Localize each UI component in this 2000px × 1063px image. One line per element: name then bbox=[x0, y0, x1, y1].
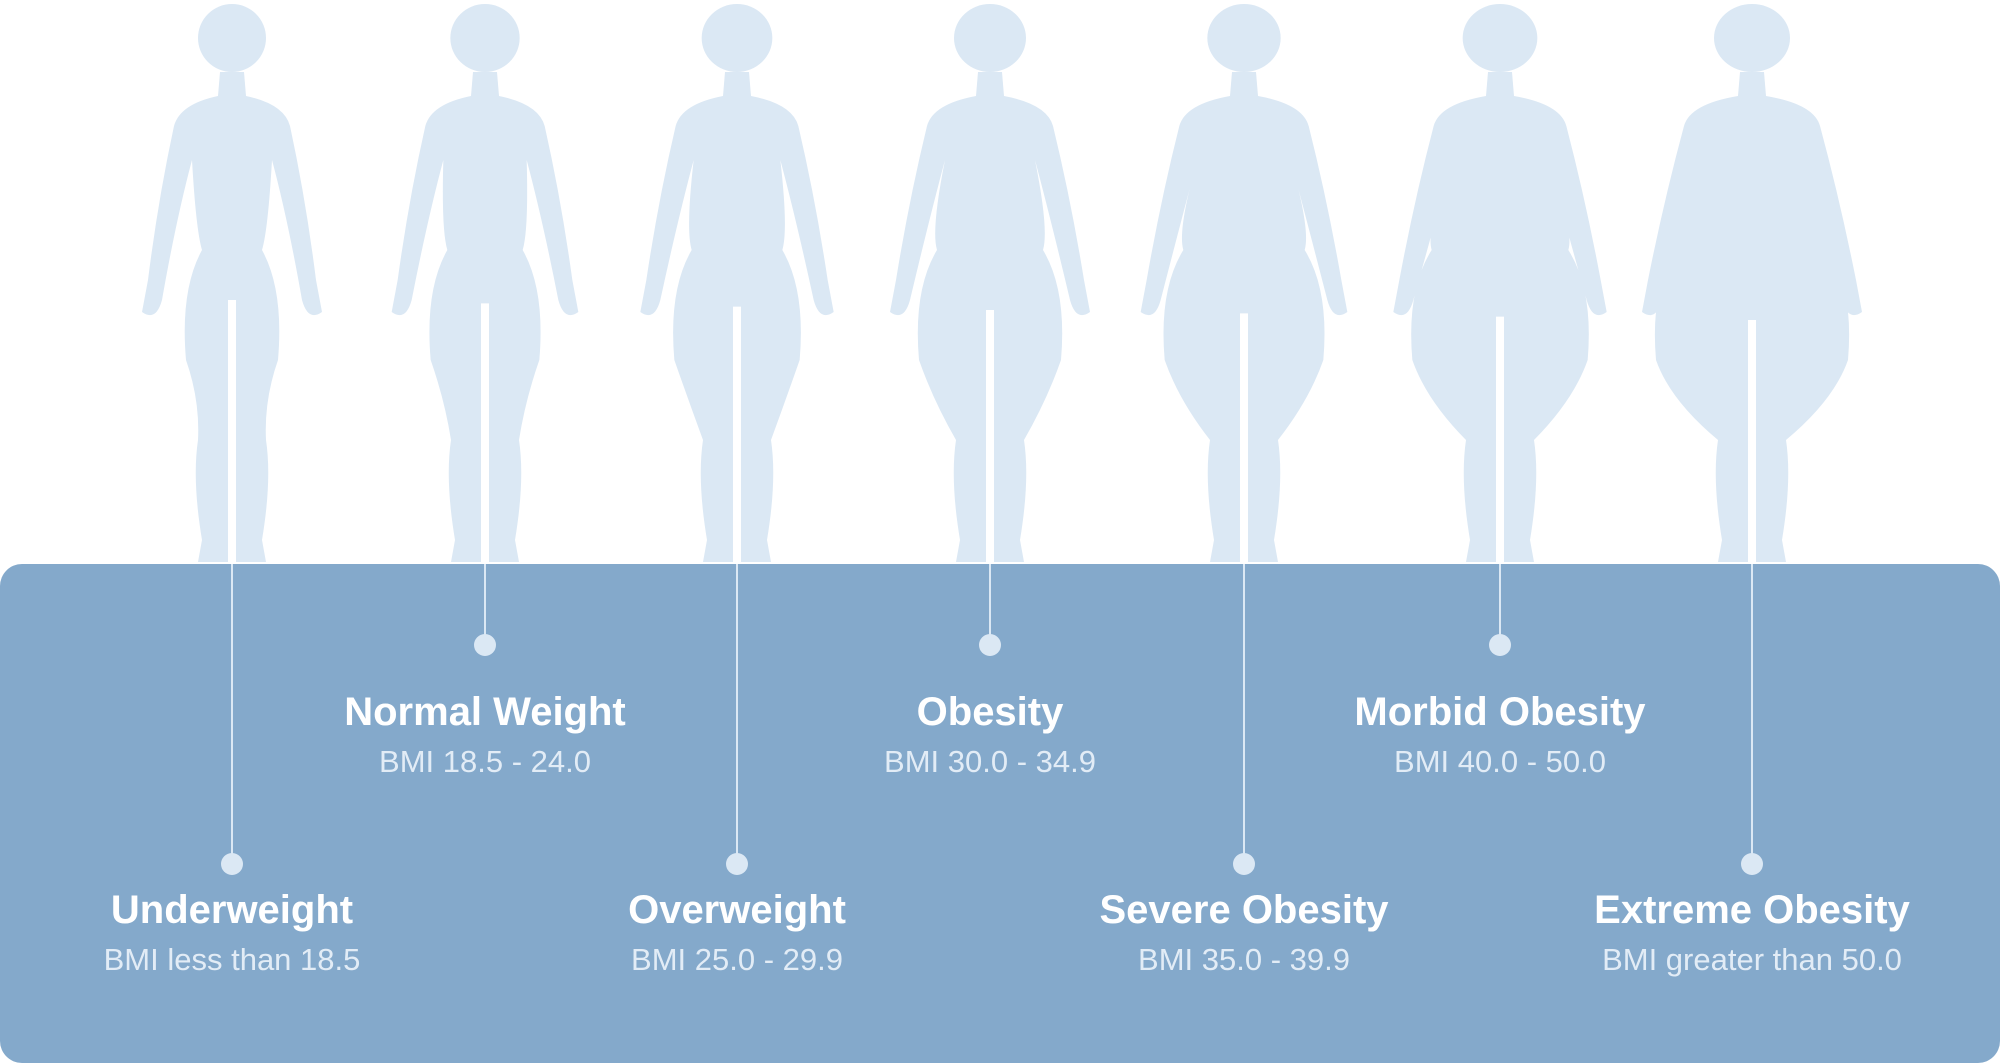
bmi-category-panel: Underweight BMI less than 18.5 Normal Weig… bbox=[0, 564, 2000, 1063]
connector-line bbox=[1499, 564, 1501, 645]
silhouette-head bbox=[701, 4, 773, 72]
category-bmi-range: BMI greater than 50.0 bbox=[1602, 942, 1902, 977]
category-title: Obesity bbox=[916, 690, 1064, 734]
category-label-extreme-obesity: Extreme Obesity BMI greater than 50.0 bbox=[1542, 886, 1962, 980]
connector-dot bbox=[1741, 853, 1763, 875]
silhouette-head bbox=[1714, 4, 1790, 72]
connector-line bbox=[1243, 564, 1245, 864]
silhouette-body bbox=[640, 72, 834, 562]
connector-dot bbox=[221, 853, 243, 875]
body-silhouette-underweight bbox=[142, 4, 322, 562]
category-bmi-range: BMI 30.0 - 34.9 bbox=[884, 744, 1096, 779]
silhouette-body bbox=[142, 72, 322, 562]
body-silhouette-overweight bbox=[640, 4, 834, 562]
connector-dot bbox=[1233, 853, 1255, 875]
connector-line bbox=[736, 564, 738, 864]
connector-line bbox=[1751, 564, 1753, 864]
silhouette-head bbox=[198, 4, 266, 72]
connector-dot bbox=[474, 634, 496, 656]
silhouette-body bbox=[1642, 72, 1862, 562]
category-label-severe-obesity: Severe Obesity BMI 35.0 - 39.9 bbox=[1034, 886, 1454, 980]
connector-line bbox=[484, 564, 486, 645]
body-silhouette-normal-weight bbox=[391, 4, 579, 562]
silhouette-body bbox=[1393, 72, 1607, 562]
category-label-underweight: Underweight BMI less than 18.5 bbox=[22, 886, 442, 980]
category-title: Extreme Obesity bbox=[1594, 888, 1910, 932]
connector-dot bbox=[979, 634, 1001, 656]
category-bmi-range: BMI less than 18.5 bbox=[103, 942, 361, 977]
category-title: Underweight bbox=[110, 888, 354, 932]
connector-dot bbox=[1489, 634, 1511, 656]
category-label-overweight: Overweight BMI 25.0 - 29.9 bbox=[527, 886, 947, 980]
silhouette-head bbox=[954, 4, 1026, 72]
category-label-morbid-obesity: Morbid Obesity BMI 40.0 - 50.0 bbox=[1290, 688, 1710, 782]
silhouette-head bbox=[1207, 4, 1281, 72]
category-bmi-range: BMI 25.0 - 29.9 bbox=[631, 942, 843, 977]
connector-line bbox=[231, 564, 233, 864]
category-title: Severe Obesity bbox=[1099, 888, 1389, 932]
category-title: Morbid Obesity bbox=[1354, 690, 1646, 734]
body-silhouettes bbox=[142, 4, 1862, 562]
body-silhouette-obesity bbox=[890, 4, 1090, 562]
silhouette-head bbox=[1462, 4, 1538, 72]
body-silhouette-morbid-obesity bbox=[1393, 4, 1607, 562]
silhouette-body bbox=[391, 72, 579, 562]
category-title: Normal Weight bbox=[344, 690, 626, 734]
category-title: Overweight bbox=[628, 888, 846, 932]
silhouette-body bbox=[1140, 72, 1348, 562]
body-silhouette-extreme-obesity bbox=[1642, 4, 1862, 562]
connector-line bbox=[989, 564, 991, 645]
silhouette-body bbox=[890, 72, 1090, 562]
body-silhouette-severe-obesity bbox=[1140, 4, 1348, 562]
connector-dot bbox=[726, 853, 748, 875]
category-label-obesity: Obesity BMI 30.0 - 34.9 bbox=[780, 688, 1200, 782]
category-bmi-range: BMI 40.0 - 50.0 bbox=[1394, 744, 1606, 779]
category-bmi-range: BMI 18.5 - 24.0 bbox=[379, 744, 591, 779]
silhouette-head bbox=[450, 4, 520, 72]
category-bmi-range: BMI 35.0 - 39.9 bbox=[1138, 942, 1350, 977]
category-label-normal-weight: Normal Weight BMI 18.5 - 24.0 bbox=[275, 688, 695, 782]
